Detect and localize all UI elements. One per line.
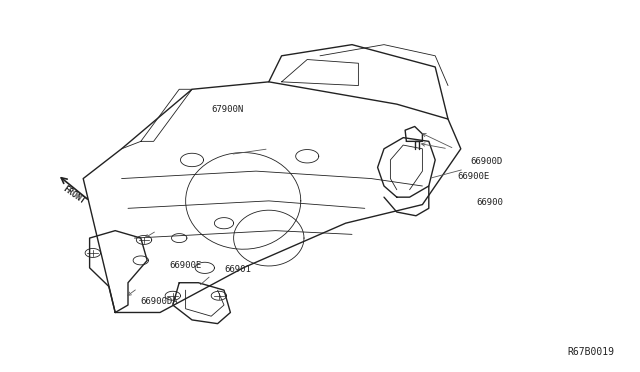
Text: 66900E: 66900E	[170, 262, 202, 270]
Text: 66900: 66900	[477, 198, 504, 207]
Text: R67B0019: R67B0019	[568, 347, 614, 357]
Text: 66901: 66901	[224, 265, 251, 274]
Text: 66900D: 66900D	[470, 157, 502, 166]
Text: 66900E: 66900E	[458, 172, 490, 181]
Text: FRONT: FRONT	[61, 185, 86, 206]
Text: 66900DA: 66900DA	[141, 297, 179, 306]
Text: 67900N: 67900N	[211, 105, 243, 114]
